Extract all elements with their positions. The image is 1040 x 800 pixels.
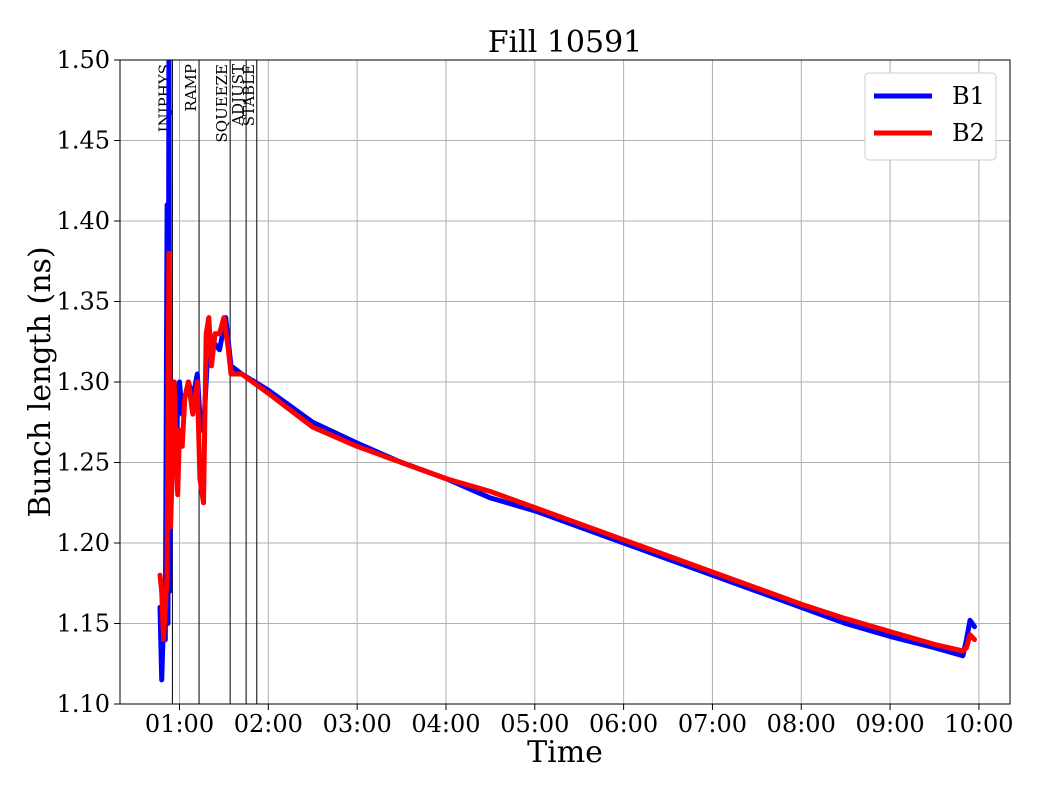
y-tick-label: 1.10 bbox=[57, 690, 110, 718]
y-tick-label: 1.45 bbox=[57, 127, 110, 155]
y-tick-label: 1.15 bbox=[57, 610, 110, 638]
chart-title: Fill 10591 bbox=[488, 25, 643, 60]
y-tick-label: 1.35 bbox=[57, 288, 110, 316]
y-tick-label: 1.20 bbox=[57, 529, 110, 557]
series-line-b2 bbox=[157, 250, 977, 654]
phase-label: ADJUST bbox=[229, 64, 247, 127]
phase-label: STABLE bbox=[240, 64, 258, 126]
x-tick-label: 04:00 bbox=[411, 710, 480, 738]
x-tick-label: 08:00 bbox=[767, 710, 836, 738]
legend-label: B1 bbox=[952, 82, 985, 110]
phase-label: RAMP bbox=[182, 64, 200, 112]
x-axis-label: Time bbox=[527, 735, 603, 770]
x-tick-label: 10:00 bbox=[944, 710, 1013, 738]
series-line-b1 bbox=[157, 60, 977, 683]
y-tick-label: 1.40 bbox=[57, 207, 110, 235]
y-axis-label: Bunch length (ns) bbox=[23, 246, 58, 517]
y-axis-ticks: 1.10 1.15 1.20 1.25 1.30 1.35 1.40 1.45 1.50 bbox=[57, 46, 120, 718]
y-tick-label: 1.25 bbox=[57, 449, 110, 477]
x-tick-label: 02:00 bbox=[234, 710, 303, 738]
y-tick-label: 1.50 bbox=[57, 46, 110, 74]
phase-label: SQUEEZE bbox=[213, 64, 231, 143]
x-tick-label: 09:00 bbox=[856, 710, 925, 738]
x-tick-label: 01:00 bbox=[145, 710, 214, 738]
x-axis-ticks: 01:00 02:00 03:00 04:00 05:00 06:00 07:00 08:00… bbox=[145, 704, 1013, 738]
x-tick-label: 07:00 bbox=[678, 710, 747, 738]
series-lines bbox=[157, 60, 977, 683]
y-tick-label: 1.30 bbox=[57, 368, 110, 396]
legend-label: B2 bbox=[952, 119, 985, 147]
x-tick-label: 05:00 bbox=[500, 710, 569, 738]
x-tick-label: 06:00 bbox=[589, 710, 658, 738]
x-tick-label: 03:00 bbox=[323, 710, 392, 738]
